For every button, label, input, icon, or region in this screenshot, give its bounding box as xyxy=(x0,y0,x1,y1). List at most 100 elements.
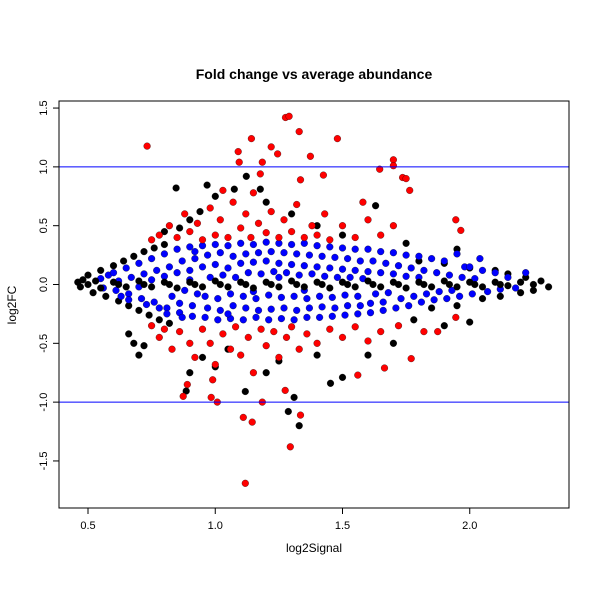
data-point xyxy=(313,231,321,239)
data-point xyxy=(430,296,438,304)
data-point xyxy=(389,249,397,257)
data-point xyxy=(135,277,143,285)
data-point xyxy=(183,380,191,389)
data-point xyxy=(405,302,413,310)
data-point xyxy=(517,278,525,286)
data-point xyxy=(440,277,448,285)
points-layer xyxy=(59,112,569,487)
data-point xyxy=(155,316,163,324)
data-point xyxy=(163,310,171,318)
data-point xyxy=(262,229,270,237)
data-point xyxy=(407,355,415,363)
data-point xyxy=(364,277,372,285)
data-point xyxy=(196,208,204,216)
data-point xyxy=(173,269,181,277)
data-point xyxy=(150,298,158,306)
data-point xyxy=(178,257,186,265)
data-point xyxy=(282,333,291,341)
data-point xyxy=(155,304,163,312)
data-point xyxy=(415,252,423,260)
data-point xyxy=(211,260,219,269)
data-point xyxy=(372,290,380,298)
data-point xyxy=(193,290,201,298)
data-point xyxy=(466,318,474,326)
data-point xyxy=(453,302,461,310)
data-point xyxy=(275,353,283,361)
data-point xyxy=(331,253,339,261)
data-point xyxy=(242,250,250,258)
data-point xyxy=(285,112,293,120)
data-point xyxy=(262,198,270,206)
data-point xyxy=(338,231,347,239)
data-point xyxy=(326,325,334,333)
data-point xyxy=(402,284,410,292)
data-point xyxy=(331,304,339,312)
data-point xyxy=(428,255,436,263)
data-point xyxy=(394,262,403,270)
data-point xyxy=(296,176,305,184)
data-point xyxy=(478,283,487,291)
data-point xyxy=(232,323,240,331)
data-point xyxy=(290,316,298,324)
data-point xyxy=(326,379,335,387)
data-point xyxy=(102,292,110,300)
data-point xyxy=(364,245,372,253)
data-point xyxy=(389,270,397,278)
chart-title: Fold change vs average abundance xyxy=(196,66,433,82)
data-point xyxy=(219,186,227,194)
data-point xyxy=(410,316,418,324)
data-point xyxy=(338,222,347,230)
data-point xyxy=(351,266,359,274)
data-point xyxy=(354,371,362,379)
data-point xyxy=(186,266,194,274)
data-point xyxy=(288,228,296,236)
data-point xyxy=(224,283,232,291)
data-point xyxy=(377,283,385,291)
data-point xyxy=(282,269,291,277)
data-point xyxy=(173,245,181,253)
data-point xyxy=(364,216,372,224)
data-point xyxy=(226,345,235,353)
data-point xyxy=(354,310,362,318)
data-point xyxy=(318,252,326,260)
data-point xyxy=(112,286,120,294)
data-point xyxy=(84,280,92,289)
data-point xyxy=(303,295,311,303)
data-point xyxy=(239,316,247,324)
data-point xyxy=(122,264,130,272)
data-point xyxy=(160,250,168,258)
data-point xyxy=(256,185,264,193)
data-point xyxy=(135,351,143,359)
data-point xyxy=(206,204,214,212)
data-point xyxy=(313,242,321,250)
data-point xyxy=(380,364,389,372)
data-point xyxy=(496,280,504,289)
data-point xyxy=(203,181,211,189)
data-point xyxy=(275,233,283,242)
data-point xyxy=(235,158,243,166)
data-point xyxy=(242,304,250,312)
data-point xyxy=(369,257,377,265)
data-point xyxy=(453,250,461,258)
data-point xyxy=(537,277,545,285)
data-point xyxy=(247,135,255,143)
data-point xyxy=(252,295,260,303)
data-point xyxy=(76,283,84,291)
data-point xyxy=(290,292,298,300)
data-point xyxy=(389,162,397,170)
data-point xyxy=(191,353,199,361)
data-point xyxy=(188,302,196,310)
data-point xyxy=(173,233,181,242)
data-point xyxy=(321,272,329,280)
data-point xyxy=(191,255,199,263)
data-point xyxy=(512,284,520,292)
data-point xyxy=(377,328,385,336)
data-point xyxy=(326,236,334,244)
data-point xyxy=(303,330,311,338)
data-point xyxy=(496,292,504,300)
data-point xyxy=(229,198,237,206)
data-point xyxy=(420,328,428,336)
data-point xyxy=(262,257,270,265)
data-point xyxy=(127,273,135,281)
data-point xyxy=(328,293,336,301)
